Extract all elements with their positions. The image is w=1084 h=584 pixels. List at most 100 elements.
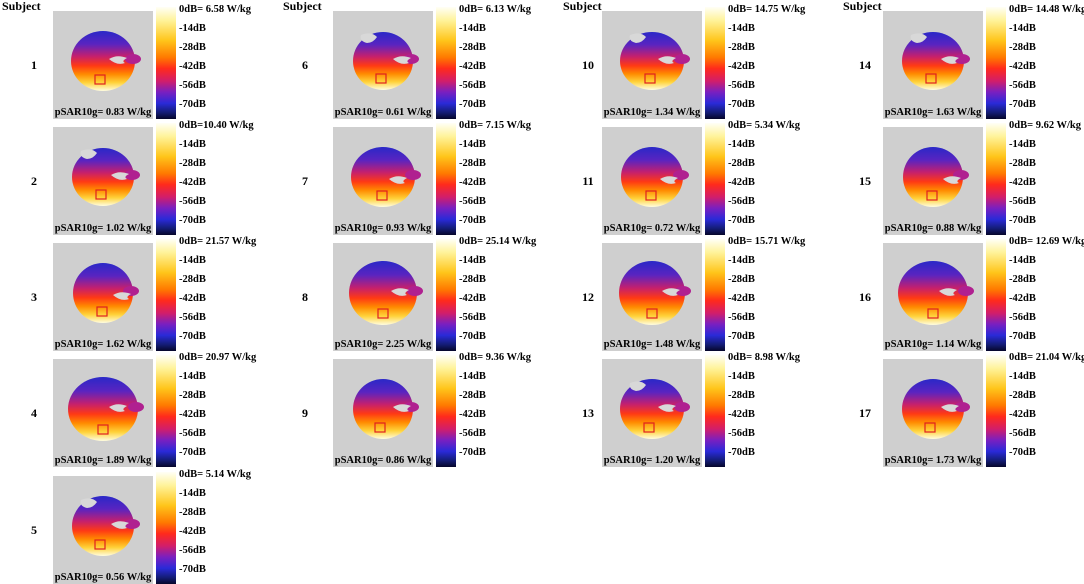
ear-region xyxy=(954,54,970,64)
colorbar-tick-label: -42dB xyxy=(179,526,206,537)
colorbar-max-label: 0dB= 6.13 W/kg xyxy=(459,4,532,15)
colorbar-tick-label: -42dB xyxy=(179,409,206,420)
subject-number: 4 xyxy=(31,406,37,420)
air-cavity xyxy=(939,288,957,296)
colorbar-tick-label: -70dB xyxy=(179,564,206,575)
ear-region xyxy=(675,286,691,296)
sar-panel: pSAR10g= 0.93 W/kg xyxy=(333,127,433,235)
colorbar-tick-label: -56dB xyxy=(1009,312,1036,323)
colorbar-tick-label: -56dB xyxy=(179,312,206,323)
ear-region xyxy=(128,402,144,412)
colorbar xyxy=(156,355,176,467)
air-cavity xyxy=(941,56,959,64)
psar10g-label: pSAR10g= 1.62 W/kg xyxy=(54,339,152,350)
colorbar-tick-label: -28dB xyxy=(728,274,755,285)
sar-panel: pSAR10g= 1.34 W/kg xyxy=(602,11,702,119)
colorbar-tick-label: -14dB xyxy=(459,371,486,382)
colorbar xyxy=(156,239,176,351)
colorbar xyxy=(986,123,1006,235)
head-cross-section xyxy=(898,261,968,325)
psar10g-label: pSAR10g= 0.83 W/kg xyxy=(54,107,152,118)
psar10g-label: pSAR10g= 0.88 W/kg xyxy=(884,223,982,234)
air-cavity xyxy=(360,33,377,43)
subject-number: 11 xyxy=(582,174,594,188)
colorbar-tick-label: -56dB xyxy=(179,196,206,207)
air-cavity xyxy=(943,176,961,184)
psar10g-label: pSAR10g= 0.56 W/kg xyxy=(54,572,152,583)
colorbar-tick-label: -42dB xyxy=(1009,293,1036,304)
colorbar-tick-label: -28dB xyxy=(459,274,486,285)
colorbar-tick-label: -14dB xyxy=(179,488,206,499)
colorbar-tick-label: -70dB xyxy=(459,99,486,110)
colorbar xyxy=(986,7,1006,119)
sar-head-map xyxy=(72,496,140,556)
colorbar-tick-label: -14dB xyxy=(459,23,486,34)
air-cavity xyxy=(629,381,646,391)
colorbar-tick-label: -42dB xyxy=(179,293,206,304)
colorbar-tick-label: -14dB xyxy=(1009,139,1036,150)
psar10g-label: pSAR10g= 1.02 W/kg xyxy=(54,223,152,234)
colorbar-max-label: 0dB= 6.58 W/kg xyxy=(179,4,252,15)
sar-head-map xyxy=(620,379,690,439)
sar-head-map xyxy=(902,379,970,439)
peak-sar-marker xyxy=(95,189,107,200)
sar-head-map xyxy=(898,261,974,325)
colorbar-tick-label: -14dB xyxy=(179,255,206,266)
peak-sar-marker xyxy=(927,308,939,319)
air-cavity xyxy=(389,176,407,184)
colorbar xyxy=(705,7,725,119)
head-cross-section xyxy=(902,379,964,439)
subject-number: 3 xyxy=(31,290,37,304)
psar10g-label: pSAR10g= 1.73 W/kg xyxy=(884,455,982,466)
sar-head-map xyxy=(73,263,139,323)
colorbar-tick-label: -56dB xyxy=(459,196,486,207)
sar-panel: pSAR10g= 0.86 W/kg xyxy=(333,359,433,467)
colorbar-tick-label: -14dB xyxy=(728,255,755,266)
colorbar-max-label: 0dB= 15.71 W/kg xyxy=(728,236,806,247)
head-cross-section xyxy=(349,261,417,325)
subject-number: 15 xyxy=(859,174,871,188)
head-cross-section xyxy=(72,148,134,206)
colorbar-tick-label: -56dB xyxy=(1009,196,1036,207)
colorbar-tick-label: -56dB xyxy=(459,312,486,323)
colorbar-tick-label: -14dB xyxy=(728,23,755,34)
colorbar-tick-label: -70dB xyxy=(459,331,486,342)
colorbar-tick-label: -42dB xyxy=(728,293,755,304)
subject-number: 9 xyxy=(302,406,308,420)
colorbar-tick-label: -14dB xyxy=(179,371,206,382)
peak-sar-marker xyxy=(96,306,108,317)
psar10g-label: pSAR10g= 2.25 W/kg xyxy=(334,339,432,350)
colorbar-tick-label: -70dB xyxy=(179,215,206,226)
head-cross-section xyxy=(73,263,133,323)
colorbar-tick-label: -28dB xyxy=(728,390,755,401)
colorbar-tick-label: -70dB xyxy=(1009,331,1036,342)
sar-panel: pSAR10g= 1.89 W/kg xyxy=(53,359,153,467)
sar-panel: pSAR10g= 1.20 W/kg xyxy=(602,359,702,467)
colorbar-max-label: 0dB= 25.14 W/kg xyxy=(459,236,537,247)
ear-region xyxy=(405,170,421,180)
colorbar xyxy=(986,355,1006,467)
peak-sar-marker xyxy=(97,424,109,435)
colorbar-tick-label: -14dB xyxy=(728,371,755,382)
head-cross-section xyxy=(351,147,415,207)
peak-sar-marker xyxy=(376,190,388,201)
sar-head-map xyxy=(71,31,141,91)
colorbar-tick-label: -42dB xyxy=(728,61,755,72)
ear-region xyxy=(954,402,970,412)
sar-head-map xyxy=(902,32,970,90)
colorbar-tick-label: -70dB xyxy=(459,215,486,226)
colorbar xyxy=(156,472,176,584)
sar-panel: pSAR10g= 1.48 W/kg xyxy=(602,243,702,351)
head-cross-section xyxy=(620,32,684,90)
colorbar-tick-label: -70dB xyxy=(179,99,206,110)
sar-head-map xyxy=(353,379,419,439)
psar10g-label: pSAR10g= 0.86 W/kg xyxy=(334,455,432,466)
colorbar-tick-label: -28dB xyxy=(459,390,486,401)
colorbar-tick-label: -56dB xyxy=(728,196,755,207)
peak-sar-marker xyxy=(924,422,936,433)
peak-sar-marker xyxy=(94,74,106,85)
sar-head-map xyxy=(68,377,144,441)
colorbar-tick-label: -42dB xyxy=(459,293,486,304)
colorbar-tick-label: -42dB xyxy=(459,61,486,72)
air-cavity xyxy=(111,172,129,180)
